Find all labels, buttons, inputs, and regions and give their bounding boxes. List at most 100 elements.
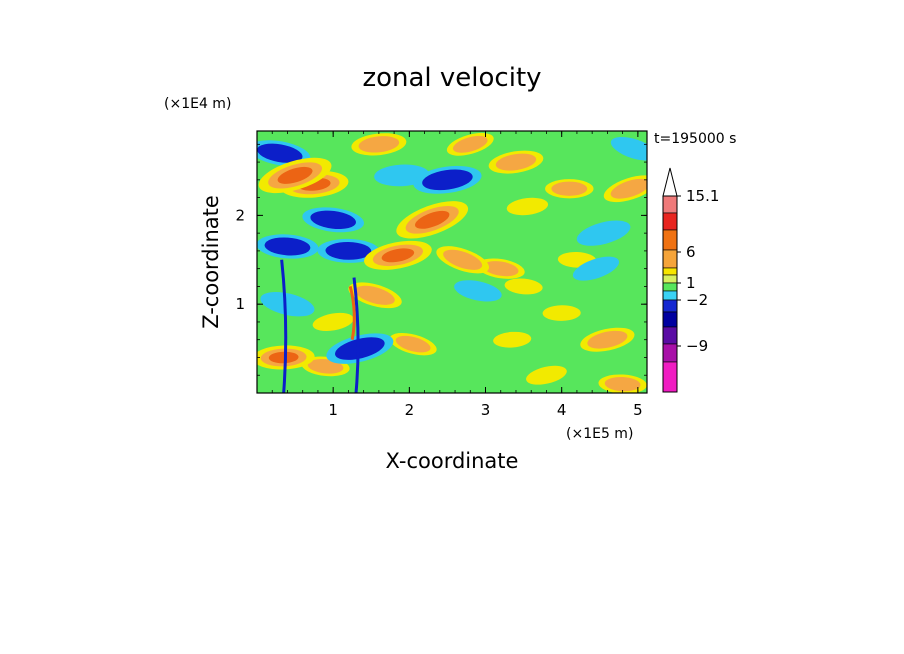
colorbar-segment bbox=[662, 343, 678, 363]
y-tick-label: 2 bbox=[235, 206, 245, 224]
x-axis: 1 2 3 4 5 bbox=[271, 131, 643, 419]
colorbar-segment bbox=[662, 311, 678, 328]
field-feature bbox=[454, 280, 502, 302]
contour-level bbox=[506, 197, 549, 216]
field-feature bbox=[576, 220, 631, 246]
contour-level bbox=[504, 278, 543, 295]
colorbar-label: 6 bbox=[686, 243, 696, 261]
field-feature bbox=[446, 132, 494, 156]
x-tick-label: 3 bbox=[481, 401, 491, 419]
y-scale-label: (×1E4 m) bbox=[164, 96, 231, 112]
contour-level bbox=[610, 178, 647, 199]
field-feature bbox=[545, 179, 594, 199]
field-feature bbox=[257, 140, 311, 167]
contour-level bbox=[604, 376, 641, 392]
colorbar-label: −2 bbox=[686, 291, 708, 309]
field-feature bbox=[526, 365, 567, 385]
colorbar-segment bbox=[662, 229, 678, 251]
contour-level bbox=[542, 305, 581, 321]
x-tick-label: 2 bbox=[405, 401, 415, 419]
field-feature bbox=[436, 246, 489, 274]
colorbar-frame bbox=[662, 195, 678, 393]
contour-level bbox=[358, 136, 400, 153]
field-feature bbox=[493, 331, 532, 348]
field-feature bbox=[389, 332, 437, 356]
y-axis-label: Z-coordinate bbox=[199, 195, 223, 329]
x-tick-label: 5 bbox=[633, 401, 643, 419]
colorbar-extend-arrow bbox=[662, 167, 678, 197]
contour-level bbox=[424, 215, 441, 224]
streak bbox=[352, 277, 360, 393]
contour-level bbox=[260, 291, 315, 317]
colorbar-label: 1 bbox=[686, 274, 696, 292]
contour-level bbox=[610, 136, 647, 161]
colorbar: 15.1 6 1−2 −9 bbox=[662, 167, 719, 393]
contour-level bbox=[335, 337, 385, 360]
field-feature bbox=[413, 165, 482, 194]
field-feature bbox=[312, 312, 354, 331]
contour-level bbox=[381, 248, 415, 263]
contour-field bbox=[257, 132, 647, 393]
contour-level bbox=[587, 330, 628, 349]
contour-level bbox=[483, 261, 519, 277]
contour-level bbox=[493, 331, 532, 348]
contour-level bbox=[576, 220, 631, 246]
field-feature bbox=[542, 305, 581, 321]
streak bbox=[348, 286, 356, 340]
colorbar-label: −9 bbox=[686, 337, 708, 355]
field-feature bbox=[476, 258, 525, 279]
contour-level bbox=[264, 237, 311, 256]
y-tick-label: 1 bbox=[235, 295, 245, 313]
field-feature bbox=[257, 345, 315, 370]
x-scale-label: (×1E5 m) bbox=[566, 426, 633, 442]
contour-level bbox=[312, 312, 354, 331]
colorbar-segment bbox=[662, 274, 678, 284]
contour-level bbox=[495, 153, 537, 171]
plot-frame bbox=[256, 130, 648, 394]
field-feature bbox=[364, 240, 432, 270]
field-feature bbox=[603, 175, 647, 203]
colorbar-segment bbox=[662, 299, 678, 313]
contour-level bbox=[325, 242, 372, 260]
contour-level bbox=[551, 181, 588, 196]
contour-level bbox=[572, 256, 620, 281]
x-tick-label: 4 bbox=[557, 401, 567, 419]
field-feature bbox=[396, 201, 469, 239]
contour-level bbox=[443, 249, 483, 270]
field-feature bbox=[598, 374, 647, 393]
contour-level bbox=[452, 135, 488, 153]
field-feature bbox=[580, 327, 635, 352]
chart-title: zonal velocity bbox=[362, 63, 541, 93]
field-feature bbox=[257, 234, 319, 259]
x-axis-label: X-coordinate bbox=[386, 449, 519, 473]
colorbar-segment bbox=[662, 195, 678, 214]
field-feature bbox=[260, 291, 315, 317]
field-feature bbox=[348, 282, 402, 309]
field-feature bbox=[504, 278, 543, 295]
field-feature bbox=[258, 157, 332, 194]
colorbar-segment bbox=[662, 267, 678, 276]
plot-area bbox=[256, 130, 648, 394]
contour-level bbox=[355, 285, 395, 305]
colorbar-segment bbox=[662, 290, 678, 301]
colorbar-segment bbox=[662, 212, 678, 231]
contour-level bbox=[287, 171, 304, 180]
field-feature bbox=[317, 238, 380, 263]
field-feature bbox=[610, 136, 647, 161]
field-feature bbox=[572, 256, 620, 281]
colorbar-segment bbox=[662, 361, 678, 393]
field-feature bbox=[351, 133, 407, 156]
field-feature bbox=[302, 207, 364, 233]
contour-level bbox=[257, 143, 303, 163]
colorbar-segment bbox=[662, 282, 678, 292]
colorbar-label: 15.1 bbox=[686, 187, 719, 205]
field-feature bbox=[488, 150, 544, 174]
contour-level bbox=[310, 210, 356, 230]
colorbar-segment bbox=[662, 249, 678, 269]
contour-level bbox=[526, 365, 567, 385]
time-label: t=195000 s bbox=[654, 131, 736, 147]
x-tick-label: 1 bbox=[328, 401, 338, 419]
y-axis: 12 bbox=[235, 143, 647, 376]
